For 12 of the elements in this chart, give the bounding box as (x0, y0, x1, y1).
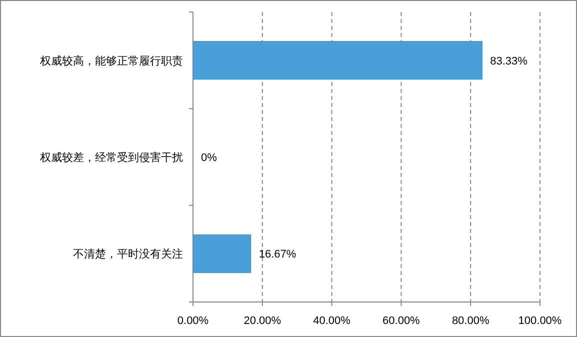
x-tick-label: 0.00% (177, 315, 209, 327)
x-tick-label: 40.00% (313, 315, 351, 327)
data-label: 0% (201, 152, 218, 164)
x-tick-label: 60.00% (382, 315, 420, 327)
data-label: 83.33% (490, 55, 528, 68)
x-tick-label: 80.00% (452, 315, 490, 327)
y-tick-label: 不清楚，平时没有关注 (73, 248, 183, 261)
data-label: 16.67% (258, 248, 296, 261)
y-tick-label: 权威较高，能够正常履行职责 (39, 54, 183, 68)
x-tick-label: 100.00% (518, 315, 562, 327)
x-tick-label: 20.00% (244, 315, 282, 327)
y-tick-label: 权威较差，经常受到侵害干扰 (39, 151, 183, 164)
